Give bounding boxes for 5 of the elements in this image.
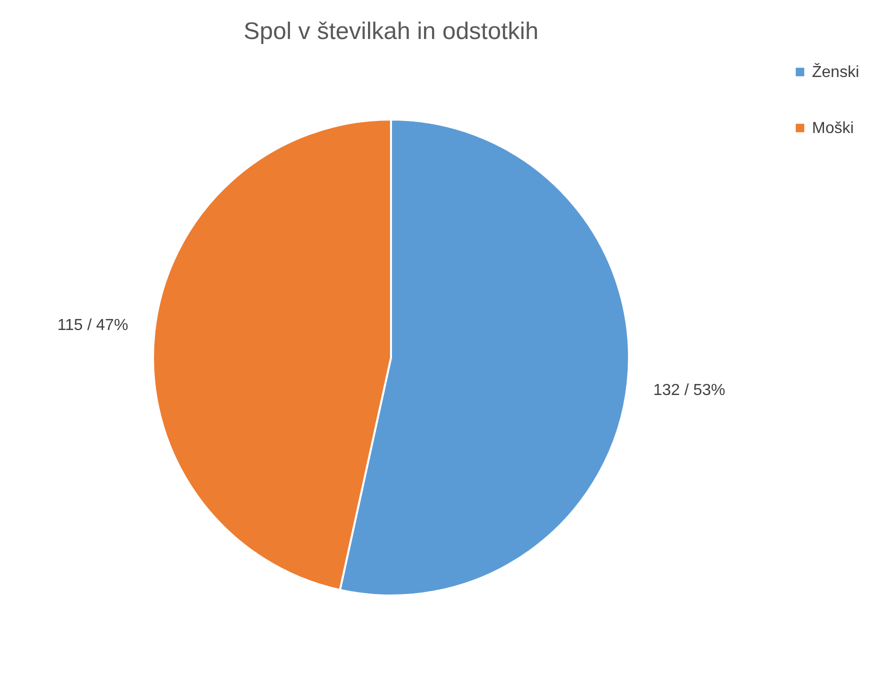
data-label: 115 / 47% <box>57 317 128 334</box>
legend-label: Ženski <box>812 63 860 81</box>
legend-label: Moški <box>812 120 854 137</box>
data-label: 132 / 53% <box>653 382 726 399</box>
chart-title: Spol v številkah in odstotkih <box>244 18 538 45</box>
